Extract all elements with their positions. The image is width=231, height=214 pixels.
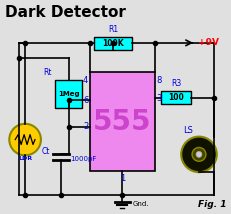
Text: Fig. 1: Fig. 1 bbox=[197, 200, 226, 209]
Text: R3: R3 bbox=[170, 79, 181, 88]
Text: 2: 2 bbox=[83, 122, 88, 131]
Text: 3: 3 bbox=[156, 94, 161, 103]
Bar bbox=[161, 91, 190, 104]
Text: 8: 8 bbox=[156, 76, 161, 85]
Text: 555: 555 bbox=[93, 108, 151, 136]
Text: Rt: Rt bbox=[43, 68, 52, 77]
Text: 100K: 100K bbox=[102, 39, 123, 48]
Text: 1: 1 bbox=[119, 174, 125, 183]
Text: +9V: +9V bbox=[197, 38, 218, 47]
Bar bbox=[94, 37, 131, 50]
Text: LDR: LDR bbox=[18, 156, 32, 161]
Circle shape bbox=[195, 152, 201, 157]
Text: 1Meg: 1Meg bbox=[58, 91, 79, 97]
Text: Gnd.: Gnd. bbox=[132, 201, 148, 207]
Text: Ct: Ct bbox=[41, 147, 50, 156]
Text: 100: 100 bbox=[168, 93, 183, 102]
Text: 1000pF: 1000pF bbox=[70, 156, 97, 162]
Circle shape bbox=[180, 137, 216, 172]
Bar bbox=[90, 73, 154, 171]
Text: 4: 4 bbox=[83, 76, 88, 85]
Bar bbox=[55, 80, 82, 108]
Text: Dark Detector: Dark Detector bbox=[5, 5, 126, 20]
Text: LS: LS bbox=[182, 126, 192, 135]
Circle shape bbox=[9, 124, 41, 155]
Circle shape bbox=[191, 147, 205, 161]
Text: R1: R1 bbox=[107, 25, 118, 34]
Text: 6: 6 bbox=[83, 96, 88, 105]
